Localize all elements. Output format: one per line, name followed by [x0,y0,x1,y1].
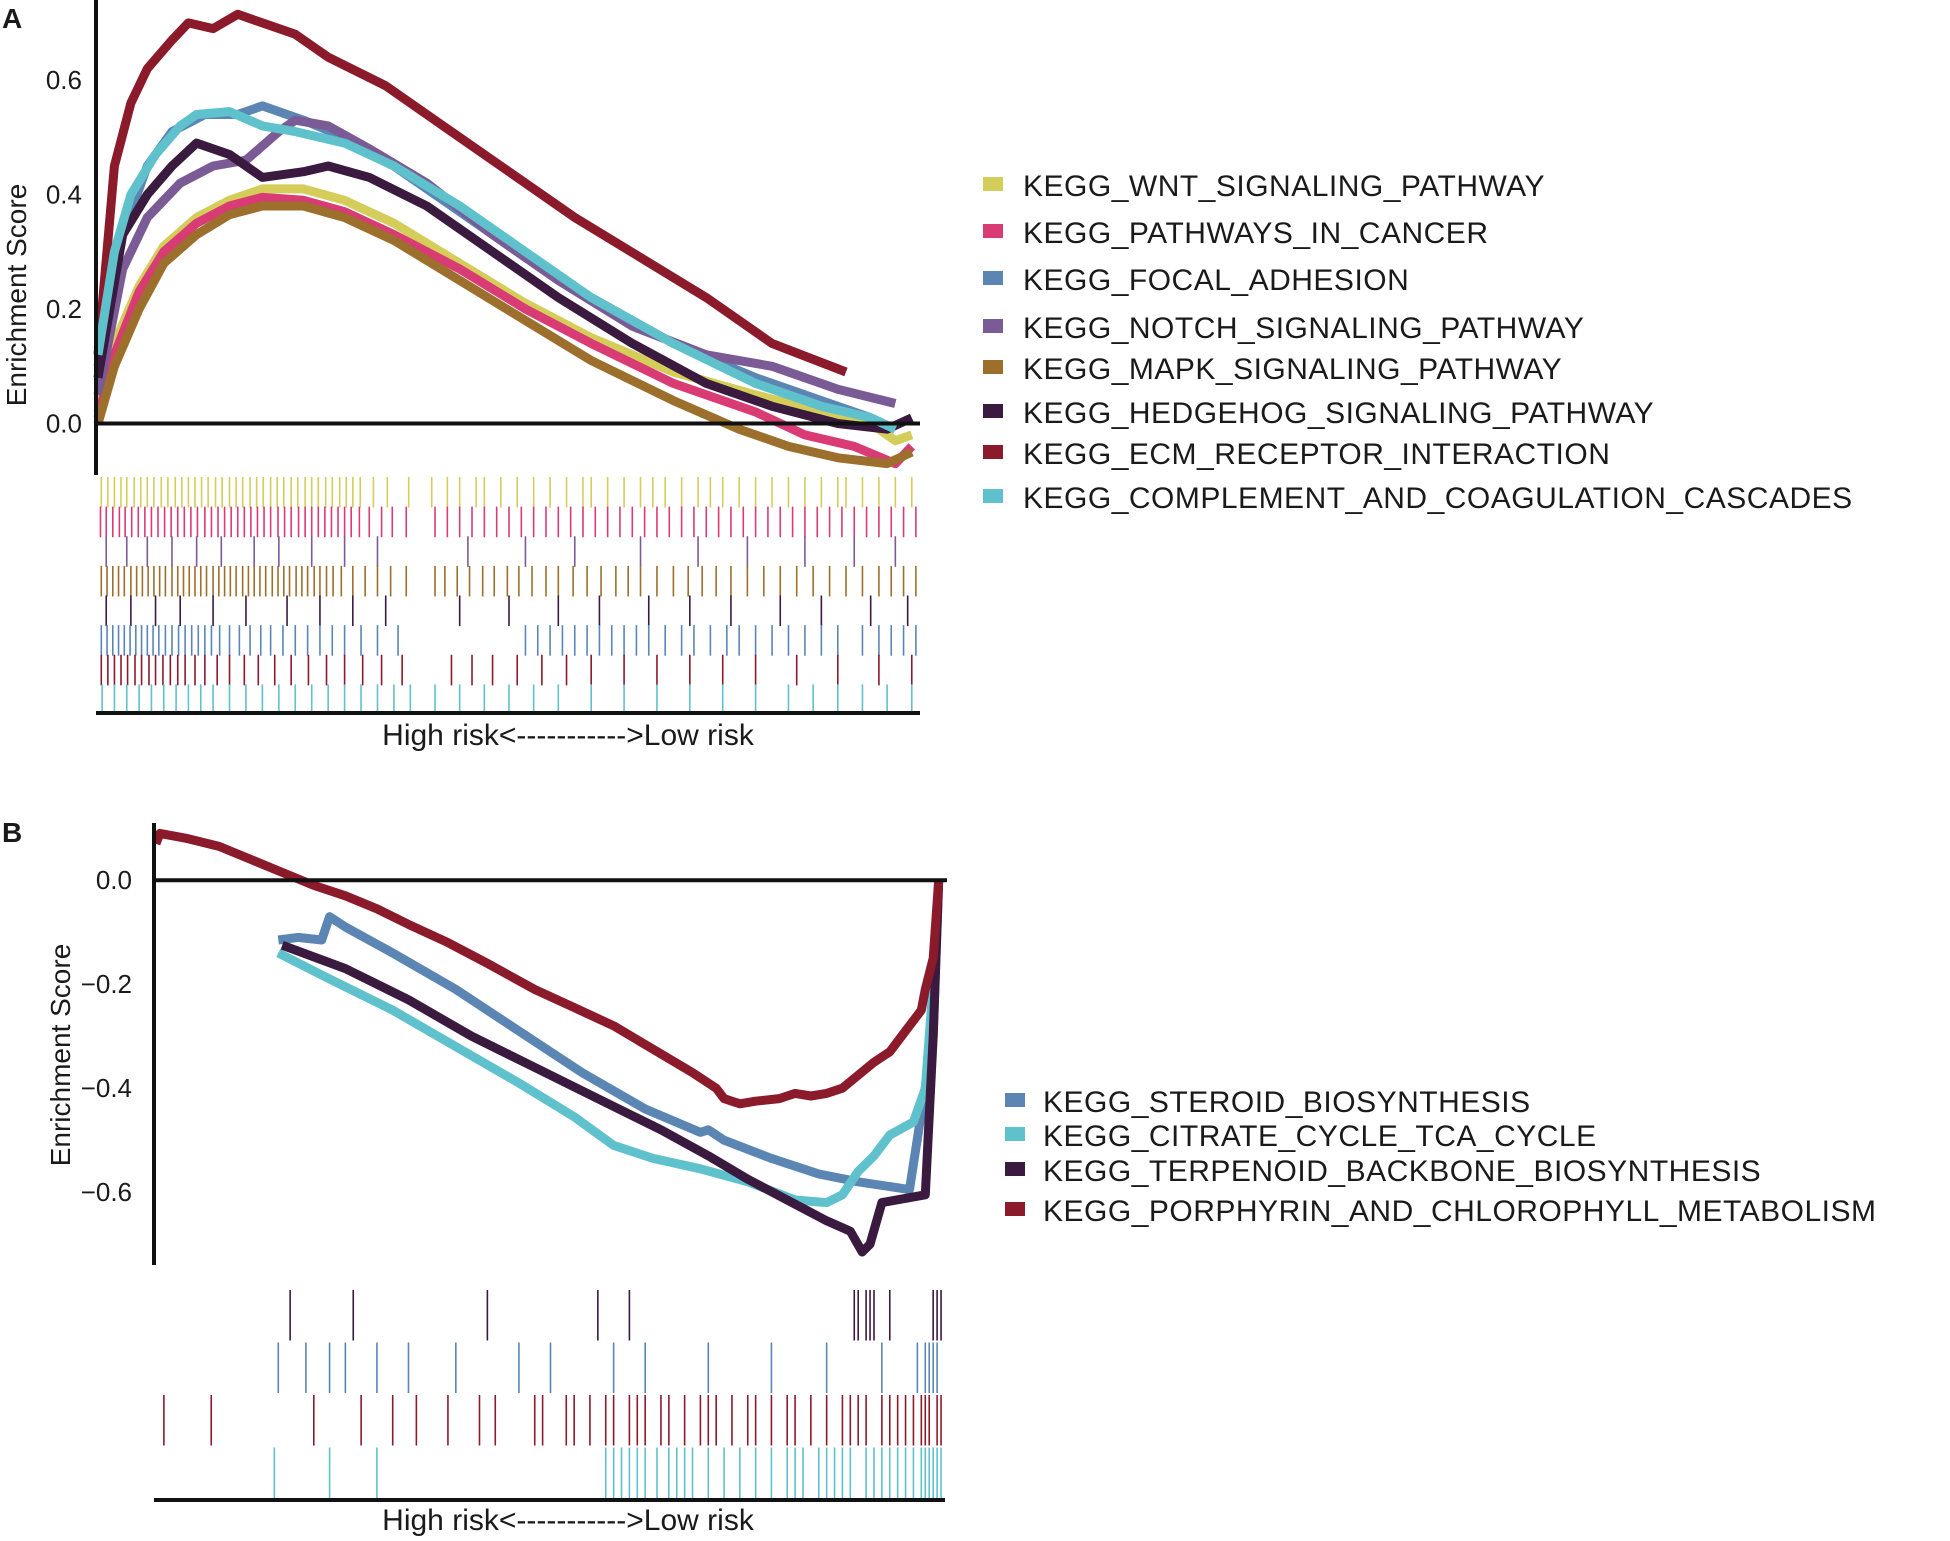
legend-label: KEGG_STEROID_BIOSYNTHESIS [1043,1086,1531,1119]
legend-swatch [983,404,1003,418]
legend-swatch [983,177,1003,191]
panel-label-a: A [2,3,22,34]
series-line [156,833,939,1103]
legend-swatch [983,319,1003,333]
y-tick-label: −0.2 [81,969,132,999]
y-tick-label: 0.0 [46,408,82,438]
y-ticks-a: 0.0 0.2 0.4 0.6 [46,65,82,438]
legend-label: KEGG_TERPENOID_BACKBONE_BIOSYNTHESIS [1043,1155,1761,1188]
hit-tracks-b [164,1290,941,1498]
y-tick-label: 0.0 [96,865,132,895]
legend-label: KEGG_FOCAL_ADHESION [1023,264,1409,297]
legend-swatch [1005,1093,1025,1107]
legend-swatch [1005,1162,1025,1176]
panel-label-b: B [2,817,22,848]
y-ticks-b: 0.0 −0.2 −0.4 −0.6 [81,865,132,1207]
legend-label: KEGG_PATHWAYS_IN_CANCER [1023,217,1488,250]
legend-swatch [1005,1202,1025,1216]
series-line [278,880,938,1202]
figure: A Enrichment Score 0.0 0.2 0.4 0.6 High ris… [0,0,1950,1541]
legend-label: KEGG_HEDGEHOG_SIGNALING_PATHWAY [1023,397,1654,430]
hit-tracks-a [100,477,915,715]
axes-b [154,823,947,1500]
x-axis-label-b: High risk<----------->Low risk [382,1504,755,1537]
legend-label: KEGG_COMPLEMENT_AND_COAGULATION_CASCADES [1023,482,1853,515]
series-line [98,189,912,441]
legend-label: KEGG_MAPK_SIGNALING_PATHWAY [1023,353,1562,386]
y-axis-title-b: Enrichment Score [45,944,76,1167]
legend-swatch [983,224,1003,238]
y-tick-label: 0.6 [46,65,82,95]
legend-b: KEGG_STEROID_BIOSYNTHESISKEGG_CITRATE_CY… [1005,1086,1877,1228]
y-tick-label: −0.4 [81,1073,132,1103]
legend-label: KEGG_CITRATE_CYCLE_TCA_CYCLE [1043,1120,1597,1153]
series-a [98,14,912,463]
y-tick-label: 0.2 [46,294,82,324]
legend-label: KEGG_NOTCH_SIGNALING_PATHWAY [1023,312,1584,345]
legend-label: KEGG_ECM_RECEPTOR_INTERACTION [1023,438,1610,471]
series-line [98,14,846,372]
legend-a: KEGG_WNT_SIGNALING_PATHWAY KEGG_PATHWAYS_… [983,170,1853,515]
legend-swatch [983,271,1003,285]
legend-swatch [983,489,1003,503]
y-tick-label: 0.4 [46,180,82,210]
legend-swatch [983,445,1003,459]
legend-label: KEGG_PORPHYRIN_AND_CHLOROPHYLL_METABOLIS… [1043,1195,1877,1228]
panel-b: B Enrichment Score 0.0 −0.2 −0.4 −0.6 High … [2,817,1877,1537]
y-axis-title-a: Enrichment Score [1,184,32,407]
legend-swatch [1005,1127,1025,1141]
legend-label: KEGG_WNT_SIGNALING_PATHWAY [1023,170,1545,203]
x-axis-label-a: High risk<----------->Low risk [382,719,755,752]
legend-swatch [983,360,1003,374]
series-b [156,833,939,1252]
y-tick-label: −0.6 [81,1177,132,1207]
panel-a: A Enrichment Score 0.0 0.2 0.4 0.6 High ris… [1,0,1853,752]
